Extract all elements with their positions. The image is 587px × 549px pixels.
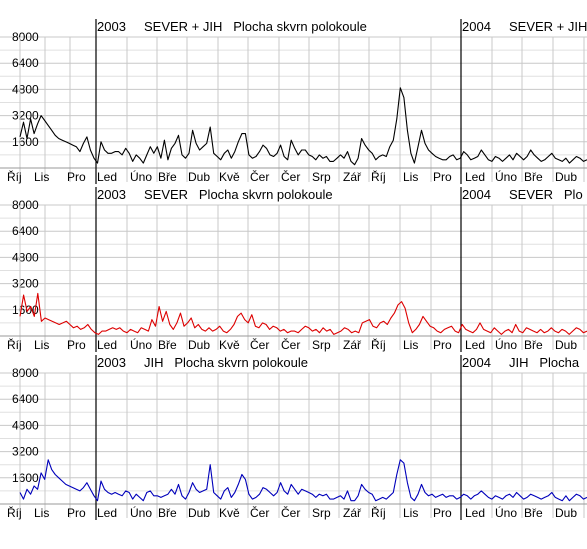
y-tick-label: 4800 [12, 250, 39, 264]
x-tick-label: Led [97, 170, 117, 184]
x-tick-label: Kvě [219, 506, 240, 520]
x-tick-label: Dub [555, 170, 577, 184]
chart-title-2003: 2003 JIH Plocha skvrn polokoule [97, 355, 308, 370]
y-tick-label: 8000 [12, 366, 39, 380]
x-tick-label: Lis [34, 506, 49, 520]
x-tick-label: Úno [495, 169, 517, 184]
y-tick-label: 1600 [12, 471, 39, 485]
x-tick-label: Pro [67, 506, 86, 520]
x-tick-label: Pro [433, 338, 452, 352]
chart-title-2004: 2004 JIH Plocha [462, 355, 580, 370]
x-tick-label: Čer [250, 169, 269, 184]
series-line [19, 292, 587, 335]
y-tick-label: 6400 [12, 392, 39, 406]
y-tick-label: 6400 [12, 224, 39, 238]
series-line [19, 87, 587, 166]
x-tick-label: Kvě [219, 338, 240, 352]
x-tick-label: Dub [188, 338, 210, 352]
y-tick-label: 8000 [12, 30, 39, 44]
chart-title-2004: 2004 SEVER + JIH [462, 19, 587, 34]
x-tick-label: Led [465, 506, 485, 520]
x-tick-label: Čer [281, 505, 300, 520]
x-tick-label: Říj [371, 169, 386, 184]
x-tick-label: Dub [555, 338, 577, 352]
x-tick-label: Čer [281, 169, 300, 184]
x-tick-label: Říj [7, 337, 22, 352]
x-tick-label: Čer [281, 337, 300, 352]
chart-panel-north-south: 1600 3200 4800 6400 8000 2003 SEVER + JIH Plo… [0, 19, 587, 184]
x-tick-label: Kvě [219, 170, 240, 184]
x-tick-label: Bře [158, 170, 177, 184]
y-tick-label: 3200 [12, 109, 39, 123]
x-tick-label: Bře [524, 170, 543, 184]
chart-panel-south: 1600 3200 4800 6400 8000 2003 JIH Plocha skvr… [0, 355, 587, 520]
x-tick-label: Úno [130, 169, 152, 184]
x-tick-label: Pro [67, 170, 86, 184]
x-tick-label: Dub [188, 506, 210, 520]
x-tick-label: Zář [343, 170, 362, 184]
x-tick-label: Bře [524, 338, 543, 352]
x-tick-label: Říj [7, 169, 22, 184]
series-line [19, 459, 587, 502]
x-tick-label: Pro [67, 338, 86, 352]
x-tick-label: Úno [495, 337, 517, 352]
x-tick-label: Zář [343, 506, 362, 520]
x-tick-label: Led [465, 170, 485, 184]
x-tick-label: Bře [524, 506, 543, 520]
y-tick-label: 6400 [12, 56, 39, 70]
x-tick-label: Srp [312, 170, 331, 184]
x-tick-label: Pro [433, 506, 452, 520]
x-tick-label: Lis [403, 338, 418, 352]
x-tick-label: Lis [34, 170, 49, 184]
x-tick-label: Bře [158, 506, 177, 520]
y-tick-label: 4800 [12, 418, 39, 432]
x-tick-label: Srp [312, 338, 331, 352]
chart-title-2003: 2003 SEVER Plocha skvrn polokoule [97, 187, 333, 202]
y-tick-label: 1600 [12, 135, 39, 149]
x-tick-label: Čer [250, 505, 269, 520]
x-tick-label: Lis [403, 506, 418, 520]
x-tick-label: Říj [7, 505, 22, 520]
x-tick-label: Úno [130, 337, 152, 352]
x-tick-label: Lis [403, 170, 418, 184]
x-tick-label: Pro [433, 170, 452, 184]
x-tick-label: Úno [130, 505, 152, 520]
x-tick-label: Dub [188, 170, 210, 184]
x-tick-label: Říj [371, 505, 386, 520]
x-tick-label: Úno [495, 505, 517, 520]
x-tick-label: Srp [312, 506, 331, 520]
x-tick-label: Led [97, 506, 117, 520]
x-tick-label: Dub [555, 506, 577, 520]
x-tick-label: Led [465, 338, 485, 352]
x-tick-label: Led [97, 338, 117, 352]
x-tick-label: Čer [250, 337, 269, 352]
chart-title-2003: 2003 SEVER + JIH Plocha skvrn polokoule [97, 19, 367, 34]
chart-title-2004: 2004 SEVER Plo [462, 187, 583, 202]
y-tick-label: 8000 [12, 198, 39, 212]
y-tick-label: 4800 [12, 82, 39, 96]
x-tick-label: Zář [343, 338, 362, 352]
x-tick-label: Lis [34, 338, 49, 352]
chart-panel-north: 1600 3200 4800 6400 8000 2003 SEVER Plocha sk… [0, 187, 587, 352]
y-tick-label: 1600 [12, 303, 39, 317]
x-tick-label: Bře [158, 338, 177, 352]
y-tick-label: 3200 [12, 445, 39, 459]
x-tick-label: Říj [371, 337, 386, 352]
y-tick-label: 3200 [12, 277, 39, 291]
